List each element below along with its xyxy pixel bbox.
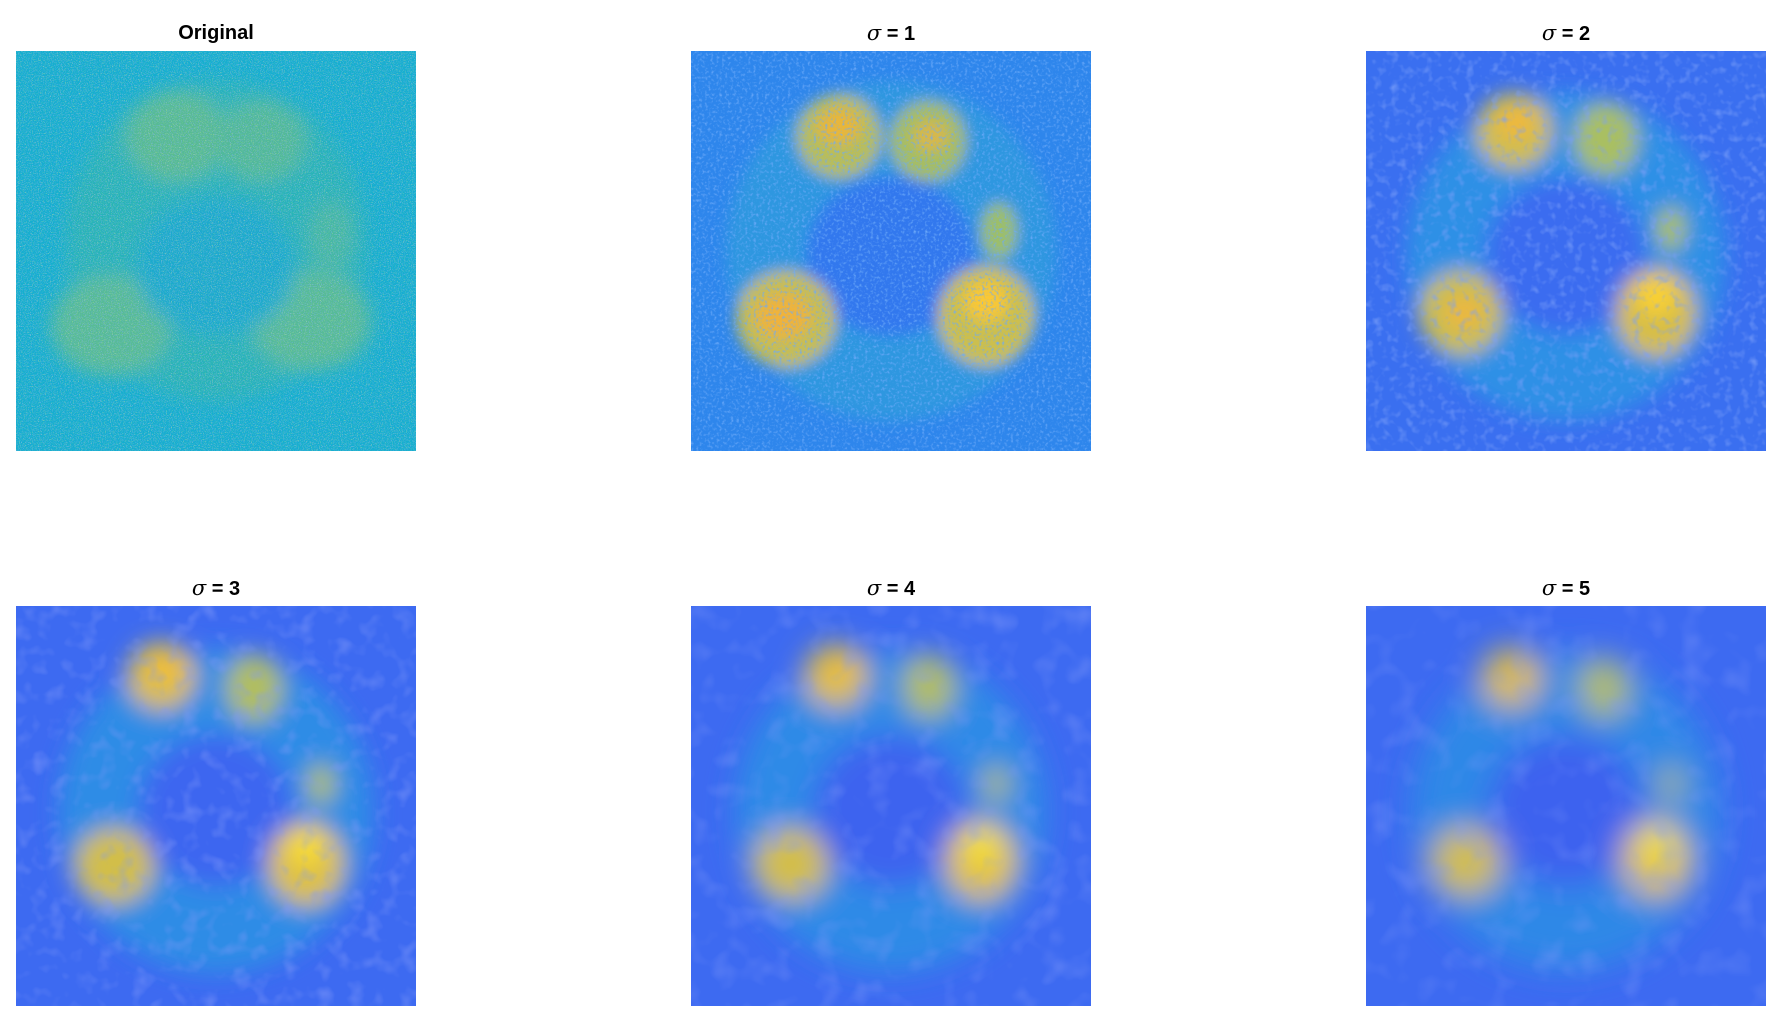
- panel-title: Original: [178, 22, 254, 44]
- panel-title: σ = 2: [1541, 21, 1591, 45]
- panel-sigma-3: σ = 3: [16, 570, 416, 1006]
- panel-title: σ = 3: [191, 576, 241, 600]
- panel-title: σ = 4: [866, 576, 916, 600]
- panel-sigma-5: σ = 5: [1366, 570, 1766, 1006]
- original-image: [16, 51, 416, 451]
- panel-sigma-4: σ = 4: [691, 570, 1091, 1006]
- panel-sigma-1: σ = 1: [691, 15, 1091, 451]
- panel-sigma-2: σ = 2: [1366, 15, 1766, 451]
- filtered-image-sigma-2: [1366, 51, 1766, 451]
- panel-title: σ = 5: [1541, 576, 1591, 600]
- filtered-image-sigma-3: [16, 606, 416, 1006]
- filtered-image-sigma-4: [691, 606, 1091, 1006]
- filtered-image-sigma-1: [691, 51, 1091, 451]
- panel-original: Original: [16, 15, 416, 451]
- filtered-image-sigma-5: [1366, 606, 1766, 1006]
- panel-title: σ = 1: [866, 21, 916, 45]
